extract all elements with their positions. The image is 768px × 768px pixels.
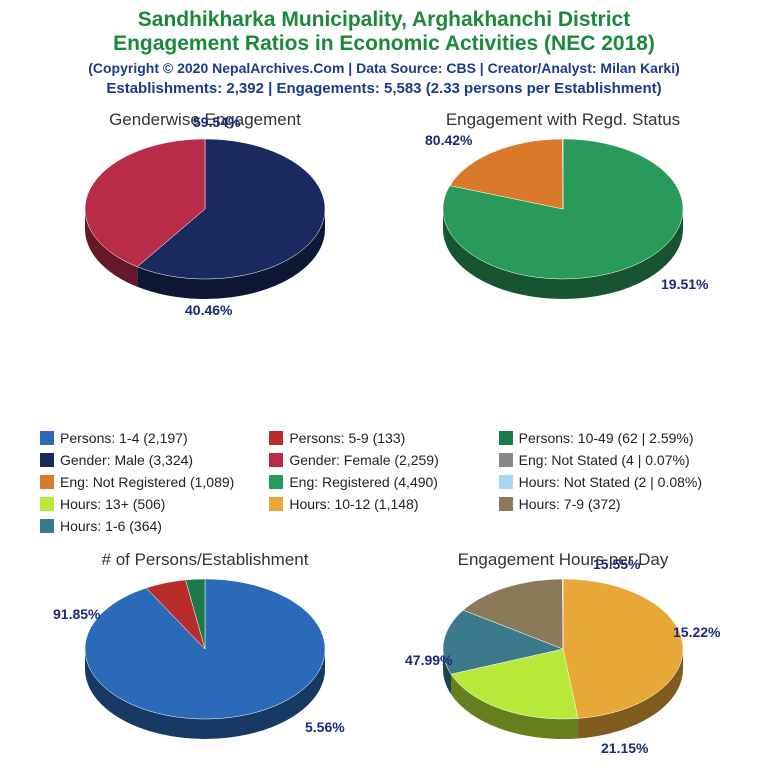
- legend-text: Hours: 13+ (506): [60, 496, 165, 512]
- legend-item: Persons: 10-49 (62 | 2.59%): [499, 430, 728, 446]
- legend-swatch: [269, 497, 283, 511]
- legend-item: Hours: 13+ (506): [40, 496, 269, 512]
- legend-swatch: [269, 453, 283, 467]
- legend-item: Hours: Not Stated (2 | 0.08%): [499, 474, 728, 490]
- pie-slice-label: 21.15%: [601, 740, 648, 756]
- legend-item: Eng: Registered (4,490): [269, 474, 498, 490]
- chart-regd-title: Engagement with Regd. Status: [398, 110, 728, 130]
- legend-item: Persons: 5-9 (133): [269, 430, 498, 446]
- pie-slice-label: 15.22%: [673, 624, 720, 640]
- pie-slice-label: 15.55%: [593, 556, 640, 572]
- title-line-2: Engagement Ratios in Economic Activities…: [0, 32, 768, 56]
- charts-grid: Genderwise Engagement 59.54%40.46% Engag…: [0, 110, 768, 768]
- legend-text: Persons: 10-49 (62 | 2.59%): [519, 430, 694, 446]
- legend-text: Gender: Male (3,324): [60, 452, 193, 468]
- legend-swatch: [269, 431, 283, 445]
- legend-swatch: [499, 431, 513, 445]
- stats-line: Establishments: 2,392 | Engagements: 5,5…: [0, 80, 768, 97]
- legend-text: Hours: 10-12 (1,148): [289, 496, 418, 512]
- legend-text: Eng: Not Stated (4 | 0.07%): [519, 452, 690, 468]
- pie-slice-label: 5.56%: [305, 719, 345, 735]
- pie-regd: 80.42%19.51%: [423, 134, 703, 304]
- pie-slice-label: 80.42%: [425, 132, 472, 148]
- legend-text: Gender: Female (2,259): [289, 452, 438, 468]
- pie-slice-label: 91.85%: [53, 606, 100, 622]
- legend-swatch: [40, 497, 54, 511]
- pie-gender: 59.54%40.46%: [65, 134, 345, 304]
- chart-regd: Engagement with Regd. Status 80.42%19.51…: [398, 110, 728, 304]
- legend-text: Eng: Not Registered (1,089): [60, 474, 234, 490]
- legend-item: Hours: 1-6 (364): [40, 518, 269, 534]
- pie-slice-label: 59.54%: [193, 114, 240, 130]
- legend-text: Persons: 1-4 (2,197): [60, 430, 188, 446]
- legend-swatch: [499, 453, 513, 467]
- legend-text: Hours: 7-9 (372): [519, 496, 621, 512]
- chart-hours: Engagement Hours per Day 47.99%21.15%15.…: [398, 550, 728, 744]
- legend-swatch: [499, 497, 513, 511]
- chart-gender: Genderwise Engagement 59.54%40.46%: [40, 110, 370, 304]
- legend-item: Hours: 7-9 (372): [499, 496, 728, 512]
- chart-hours-title: Engagement Hours per Day: [398, 550, 728, 570]
- legend-item: Eng: Not Stated (4 | 0.07%): [499, 452, 728, 468]
- legend-swatch: [269, 475, 283, 489]
- pie-slice-label: 40.46%: [185, 302, 232, 318]
- pie-slice-label: 47.99%: [405, 652, 452, 668]
- legend-text: Persons: 5-9 (133): [289, 430, 405, 446]
- legend-swatch: [40, 519, 54, 533]
- legend-swatch: [40, 475, 54, 489]
- chart-persons: # of Persons/Establishment 91.85%5.56%: [40, 550, 370, 744]
- header-block: Sandhikharka Municipality, Arghakhanchi …: [0, 0, 768, 97]
- copyright-line: (Copyright © 2020 NepalArchives.Com | Da…: [0, 60, 768, 76]
- legend-item: Gender: Female (2,259): [269, 452, 498, 468]
- chart-persons-title: # of Persons/Establishment: [40, 550, 370, 570]
- legend-swatch: [40, 431, 54, 445]
- legend-swatch: [40, 453, 54, 467]
- legend-item: Gender: Male (3,324): [40, 452, 269, 468]
- pie-slice-label: 19.51%: [661, 276, 708, 292]
- legend-item: Eng: Not Registered (1,089): [40, 474, 269, 490]
- pie-hours: 47.99%21.15%15.22%15.55%: [423, 574, 703, 744]
- legend-text: Hours: Not Stated (2 | 0.08%): [519, 474, 702, 490]
- legend-text: Eng: Registered (4,490): [289, 474, 438, 490]
- legend-text: Hours: 1-6 (364): [60, 518, 162, 534]
- legend: Persons: 1-4 (2,197) Persons: 5-9 (133) Pe…: [40, 430, 728, 534]
- legend-item: Hours: 10-12 (1,148): [269, 496, 498, 512]
- title-line-1: Sandhikharka Municipality, Arghakhanchi …: [0, 8, 768, 32]
- legend-item: Persons: 1-4 (2,197): [40, 430, 269, 446]
- legend-swatch: [499, 475, 513, 489]
- pie-persons: 91.85%5.56%: [65, 574, 345, 744]
